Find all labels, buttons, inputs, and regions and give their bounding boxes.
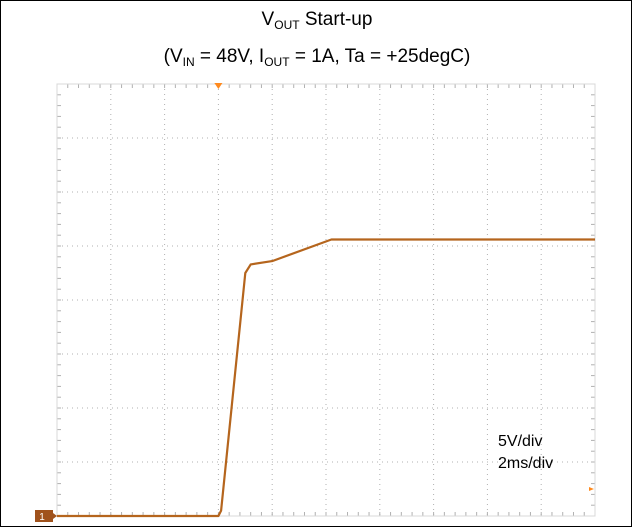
channel-1-label: 1 xyxy=(39,512,45,523)
right-edge-marker xyxy=(589,487,594,491)
volts-per-div-label: 5V/div xyxy=(498,433,542,450)
grid xyxy=(57,84,595,516)
scale-labels: 5V/div 2ms/div xyxy=(498,433,553,472)
time-per-div-label: 2ms/div xyxy=(498,455,553,472)
channel-1-arrow xyxy=(53,513,57,519)
trigger-marker xyxy=(214,83,222,89)
